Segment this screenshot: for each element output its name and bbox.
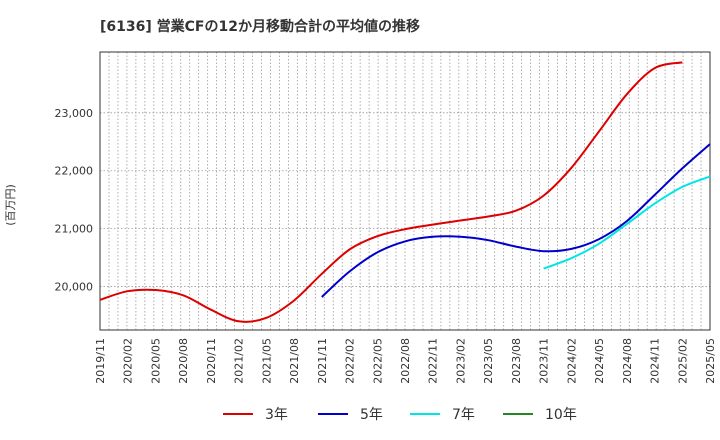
y-axis-label: (百万円) <box>4 184 17 226</box>
legend: 3年 5年 7年 10年 <box>223 407 577 423</box>
x-tick-label: 2024/08 <box>621 338 634 384</box>
x-tick-label: 2023/11 <box>538 338 551 384</box>
legend-label: 10年 <box>545 407 577 423</box>
y-tick-label: 20,000 <box>55 281 94 294</box>
x-tick-label: 2024/11 <box>649 338 662 384</box>
x-tick-label: 2024/05 <box>593 338 606 384</box>
series-lines <box>99 61 711 323</box>
series-line <box>543 175 711 270</box>
x-tick-label: 2025/05 <box>704 338 717 384</box>
x-tick-label: 2022/08 <box>399 338 412 384</box>
y-tick-label: 23,000 <box>55 107 94 120</box>
x-tick-label: 2024/02 <box>565 338 578 384</box>
x-axis-ticks: 2019/11 2020/02 2020/05 2020/08 2020/11 2021/… <box>94 338 717 384</box>
x-tick-label: 2022/05 <box>371 338 384 384</box>
x-tick-label: 2023/02 <box>454 338 467 384</box>
y-tick-label: 21,000 <box>55 223 94 236</box>
x-tick-label: 2020/11 <box>205 338 218 384</box>
legend-label: 5年 <box>360 407 383 423</box>
chart-title: [6136] 営業CFの12か月移動合計の平均値の推移 <box>100 18 420 35</box>
legend-label: 3年 <box>265 407 288 423</box>
x-tick-label: 2019/11 <box>94 338 107 384</box>
x-tick-label: 2022/11 <box>427 338 440 384</box>
x-tick-label: 2020/08 <box>177 338 190 384</box>
x-tick-label: 2021/02 <box>233 338 246 384</box>
x-tick-label: 2023/08 <box>510 338 523 384</box>
x-tick-label: 2025/02 <box>676 338 689 384</box>
x-tick-label: 2020/02 <box>122 338 135 384</box>
plot-frame <box>99 51 711 331</box>
x-tick-label: 2022/02 <box>344 338 357 384</box>
x-tick-label: 2023/05 <box>482 338 495 384</box>
series-line <box>99 61 683 323</box>
grid-lines <box>100 52 710 330</box>
y-axis-ticks: 20,000 21,000 22,000 23,000 <box>55 107 94 294</box>
y-tick-label: 22,000 <box>55 165 94 178</box>
x-tick-label: 2021/05 <box>260 338 273 384</box>
x-tick-label: 2020/05 <box>149 338 162 384</box>
series-line <box>321 143 711 298</box>
legend-label: 7年 <box>452 407 475 423</box>
x-tick-label: 2021/11 <box>316 338 329 384</box>
x-tick-label: 2021/08 <box>288 338 301 384</box>
